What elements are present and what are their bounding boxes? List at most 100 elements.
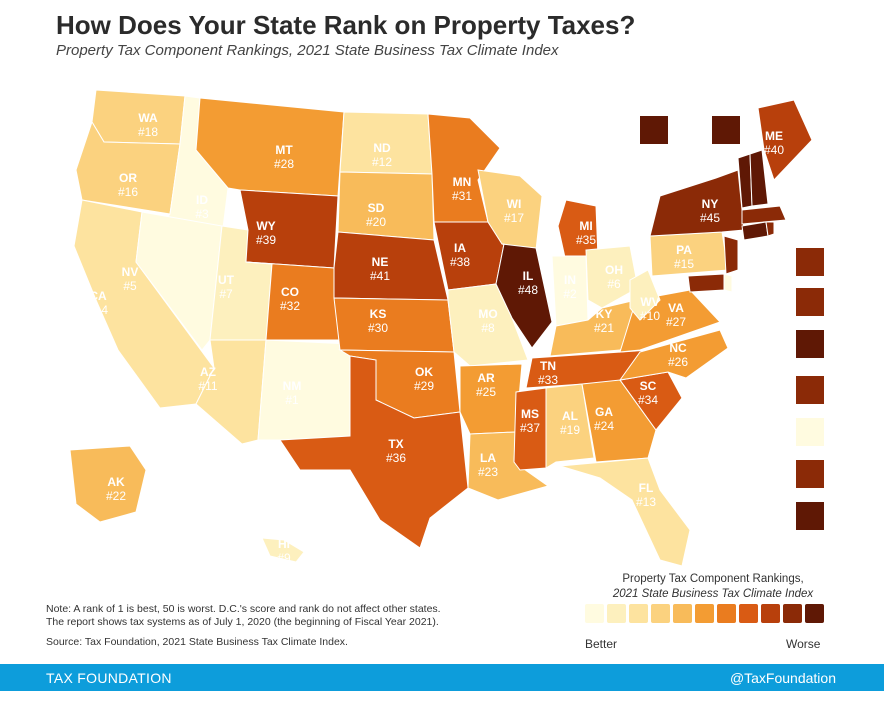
state-label: AR (477, 371, 495, 385)
state-oh[interactable] (585, 245, 639, 309)
state-label: KY (596, 307, 613, 321)
state-rank-label: #39 (256, 233, 276, 247)
state-nm[interactable] (257, 339, 351, 441)
callout-rank-label: #4 (777, 433, 791, 447)
state-rank-label: #29 (414, 379, 434, 393)
state-hi[interactable] (261, 537, 305, 563)
callout-label: DE (773, 419, 790, 433)
state-me[interactable] (757, 99, 813, 181)
state-fl[interactable] (559, 457, 691, 567)
legend-worse-label: Worse (786, 637, 821, 651)
state-rank-label: #48 (518, 283, 538, 297)
state-rank-label: #34 (638, 393, 658, 407)
state-label: HI (278, 537, 290, 551)
state-ma[interactable] (741, 205, 787, 225)
state-label: MI (579, 219, 592, 233)
state-mn[interactable] (427, 113, 501, 223)
callout-box-ri[interactable] (796, 288, 824, 316)
callout-label: MD (771, 459, 790, 473)
state-ga[interactable] (581, 379, 657, 463)
state-ny[interactable] (649, 169, 745, 237)
state-label: SD (368, 201, 385, 215)
callout-box-nh[interactable] (712, 116, 740, 144)
state-rank-label: #23 (478, 465, 498, 479)
note-line: Note: A rank of 1 is best, 50 is worst. … (46, 603, 441, 615)
state-label: WV (640, 295, 659, 309)
state-rank-label: #9 (277, 551, 291, 565)
state-rank-label: #21 (594, 321, 614, 335)
state-ne[interactable] (333, 231, 449, 301)
state-label: MN (453, 175, 472, 189)
state-rank-label: #11 (198, 379, 217, 393)
state-de[interactable] (723, 273, 733, 293)
legend-swatch (805, 604, 824, 623)
state-label: WY (256, 219, 275, 233)
state-rank-label: #13 (636, 495, 656, 509)
state-label: OH (605, 263, 623, 277)
callout-label: CT (774, 327, 791, 341)
state-label: SC (640, 379, 657, 393)
state-label: CO (281, 285, 299, 299)
state-rank-label: #36 (386, 451, 406, 465)
callout-box-de[interactable] (796, 418, 824, 446)
state-nh[interactable] (749, 149, 769, 207)
state-nc[interactable] (618, 329, 729, 381)
callout-rank-label: (#49) (762, 515, 790, 529)
callout-rank-label: #42 (770, 301, 790, 315)
state-ct[interactable] (741, 221, 769, 241)
footer-bar: TAX FOUNDATION @TaxFoundation (0, 664, 884, 691)
state-rank-label: #1 (285, 393, 299, 407)
footer-handle[interactable]: @TaxFoundation (729, 670, 836, 686)
state-rank-label: #6 (607, 277, 621, 291)
state-ks[interactable] (333, 297, 455, 353)
state-co[interactable] (245, 261, 341, 341)
state-rank-label: #22 (106, 489, 126, 503)
callout-box-dc[interactable] (796, 502, 824, 530)
state-label: MS (521, 407, 539, 421)
callout-box-md[interactable] (796, 460, 824, 488)
callout-box-ma[interactable] (796, 248, 824, 276)
state-nv[interactable] (135, 211, 223, 351)
state-ak[interactable] (69, 445, 147, 523)
state-ms[interactable] (513, 387, 547, 471)
legend-swatch (739, 604, 758, 623)
state-label: CA (89, 289, 107, 303)
legend-title: Property Tax Component Rankings, 2021 St… (578, 572, 848, 602)
state-rank-label: #5 (123, 279, 137, 293)
state-rank-label: #32 (280, 299, 300, 313)
state-label: AK (107, 475, 125, 489)
state-label: LA (480, 451, 496, 465)
state-label: IA (454, 241, 466, 255)
state-tx[interactable] (279, 355, 469, 549)
state-label: NC (669, 341, 687, 355)
state-label: NM (283, 379, 302, 393)
state-label: KS (370, 307, 387, 321)
state-rank-label: #19 (560, 423, 580, 437)
state-al[interactable] (545, 383, 595, 469)
legend-swatch (585, 604, 604, 623)
callout-box-nj[interactable] (796, 376, 824, 404)
state-md[interactable] (687, 273, 725, 293)
legend-swatch (717, 604, 736, 623)
state-il[interactable] (495, 243, 553, 349)
state-label: NE (372, 255, 389, 269)
callout-box-vt[interactable] (640, 116, 668, 144)
state-label: OK (415, 365, 433, 379)
callout-label: NH (691, 113, 708, 127)
state-label: GA (595, 405, 613, 419)
callout-box-ct[interactable] (796, 330, 824, 358)
state-label: WA (138, 111, 158, 125)
state-wv[interactable] (629, 269, 661, 321)
legend-swatch (651, 604, 670, 623)
state-ri[interactable] (765, 221, 775, 237)
state-sd[interactable] (337, 171, 435, 241)
state-nj[interactable] (723, 235, 739, 275)
legend-swatch (607, 604, 626, 623)
legend-swatch (761, 604, 780, 623)
state-label: OR (119, 171, 137, 185)
state-wy[interactable] (239, 189, 339, 269)
state-rank-label: #30 (368, 321, 388, 335)
legend-title-line2: 2021 State Business Tax Climate Index (612, 588, 814, 600)
state-rank-label: #12 (372, 155, 392, 169)
